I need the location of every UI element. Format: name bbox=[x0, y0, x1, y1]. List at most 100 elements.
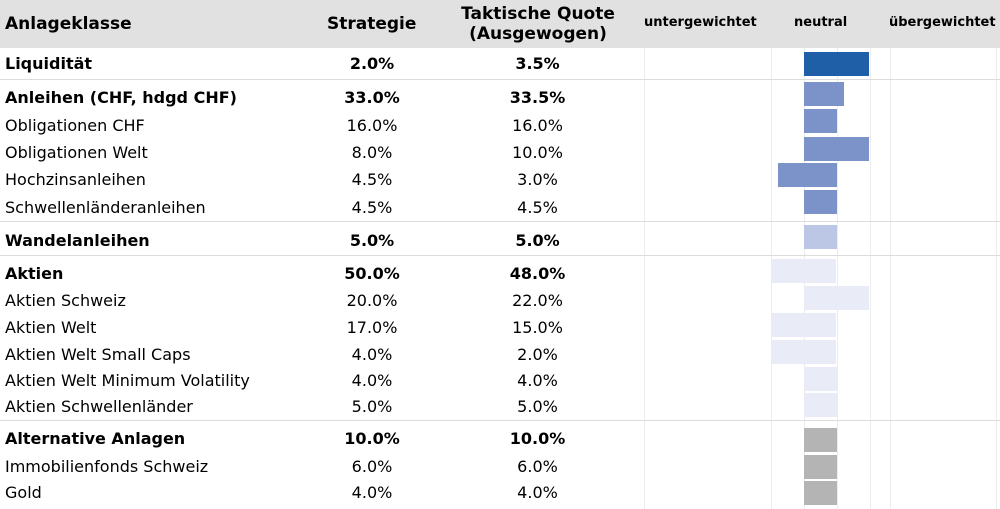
strategy-value: 4.0% bbox=[351, 345, 393, 364]
tilt-bar bbox=[804, 137, 869, 161]
tactical-value: 2.0% bbox=[517, 345, 558, 364]
strategy-value: 33.0% bbox=[344, 88, 400, 107]
strategy-value: 17.0% bbox=[346, 318, 398, 337]
grid-line bbox=[890, 48, 891, 509]
tilt-bar bbox=[771, 313, 836, 337]
column-header-asset-class: Anlageklasse bbox=[5, 14, 132, 34]
column-header-tactical-line1: Taktische Quote bbox=[461, 4, 615, 24]
tilt-bar bbox=[804, 190, 837, 214]
tilt-bar bbox=[778, 163, 837, 187]
asset-class-label: Aktien Welt Minimum Volatility bbox=[5, 371, 250, 390]
table-row: Aktien Welt Small Caps 4.0% 2.0% bbox=[0, 345, 640, 369]
asset-class-label: Immobilienfonds Schweiz bbox=[5, 457, 209, 476]
strategy-value: 16.0% bbox=[346, 116, 398, 135]
tactical-value: 10.0% bbox=[509, 429, 566, 448]
tilt-bar bbox=[804, 225, 837, 249]
strategy-value: 4.0% bbox=[351, 371, 393, 390]
strategy-value: 5.0% bbox=[349, 231, 395, 250]
asset-class-label: Aktien Schweiz bbox=[5, 291, 126, 310]
table-row: Schwellenländeranleihen 4.5% 4.5% bbox=[0, 198, 640, 222]
tilt-bar bbox=[804, 481, 837, 505]
table-row: Aktien Schwellenländer 5.0% 5.0% bbox=[0, 397, 640, 421]
tilt-bar bbox=[804, 82, 844, 106]
asset-class-label: Hochzinsanleihen bbox=[5, 170, 146, 189]
table-row: Aktien Welt 17.0% 15.0% bbox=[0, 318, 640, 342]
strategy-value: 10.0% bbox=[344, 429, 400, 448]
section-separator bbox=[0, 420, 1000, 421]
tilt-bar bbox=[804, 428, 837, 452]
tilt-bar bbox=[771, 259, 836, 283]
asset-class-label: Gold bbox=[5, 483, 42, 502]
tactical-value: 5.0% bbox=[515, 231, 560, 250]
table-header: Anlageklasse Strategie Taktische Quote (… bbox=[0, 0, 1000, 48]
tilt-bar bbox=[804, 367, 837, 391]
tactical-value: 22.0% bbox=[512, 291, 563, 310]
asset-class-label: Anleihen (CHF, hdgd CHF) bbox=[5, 88, 237, 107]
asset-class-label: Alternative Anlagen bbox=[5, 429, 186, 448]
group-row: Liquidität 2.0% 3.5% bbox=[0, 54, 640, 78]
table-row: Obligationen Welt 8.0% 10.0% bbox=[0, 143, 640, 167]
column-header-strategy: Strategie bbox=[327, 14, 417, 34]
group-row: Wandelanleihen 5.0% 5.0% bbox=[0, 231, 640, 255]
tactical-value: 4.5% bbox=[517, 198, 558, 217]
tactical-value: 33.5% bbox=[509, 88, 566, 107]
strategy-value: 4.0% bbox=[351, 483, 393, 502]
strategy-value: 6.0% bbox=[351, 457, 393, 476]
tilt-bar bbox=[804, 393, 837, 417]
group-row: Aktien 50.0% 48.0% bbox=[0, 264, 640, 288]
table-row: Aktien Schweiz 20.0% 22.0% bbox=[0, 291, 640, 315]
strategy-value: 8.0% bbox=[351, 143, 393, 162]
tactical-value: 15.0% bbox=[512, 318, 563, 337]
tactical-value: 5.0% bbox=[517, 397, 558, 416]
tactical-value: 10.0% bbox=[512, 143, 563, 162]
table-row: Immobilienfonds Schweiz 6.0% 6.0% bbox=[0, 457, 640, 481]
strategy-value: 50.0% bbox=[344, 264, 400, 283]
table-row: Aktien Welt Minimum Volatility 4.0% 4.0% bbox=[0, 371, 640, 395]
column-header-underweight: untergewichtet bbox=[644, 15, 757, 30]
table-row: Hochzinsanleihen 4.5% 3.0% bbox=[0, 170, 640, 194]
tactical-value: 6.0% bbox=[517, 457, 558, 476]
group-row: Anleihen (CHF, hdgd CHF) 33.0% 33.5% bbox=[0, 88, 640, 112]
asset-class-label: Aktien Schwellenländer bbox=[5, 397, 193, 416]
grid-line bbox=[644, 48, 645, 509]
grid-line bbox=[837, 48, 838, 509]
tactical-value: 4.0% bbox=[517, 371, 558, 390]
tilt-bar bbox=[804, 286, 869, 310]
asset-class-label: Wandelanleihen bbox=[5, 231, 150, 250]
tilt-bar bbox=[804, 109, 837, 133]
table-row: Gold 4.0% 4.0% bbox=[0, 483, 640, 507]
grid-line bbox=[996, 48, 997, 509]
column-header-neutral: neutral bbox=[794, 15, 848, 30]
strategy-value: 20.0% bbox=[346, 291, 398, 310]
section-separator bbox=[0, 221, 1000, 222]
asset-class-label: Obligationen Welt bbox=[5, 143, 148, 162]
asset-class-label: Schwellenländeranleihen bbox=[5, 198, 206, 217]
asset-class-label: Obligationen CHF bbox=[5, 116, 145, 135]
tactical-value: 48.0% bbox=[509, 264, 566, 283]
column-header-tactical-line2: (Ausgewogen) bbox=[469, 24, 607, 44]
tactical-value: 16.0% bbox=[512, 116, 563, 135]
table-row: Obligationen CHF 16.0% 16.0% bbox=[0, 116, 640, 140]
asset-class-label: Aktien Welt Small Caps bbox=[5, 345, 191, 364]
tilt-bar bbox=[771, 340, 836, 364]
tilt-bar bbox=[804, 455, 837, 479]
asset-class-label: Aktien Welt bbox=[5, 318, 97, 337]
column-header-tactical: Taktische Quote (Ausgewogen) bbox=[438, 4, 638, 44]
section-separator bbox=[0, 255, 1000, 256]
section-separator bbox=[0, 79, 1000, 80]
tilt-bar bbox=[804, 52, 869, 76]
column-header-overweight: übergewichtet bbox=[889, 15, 996, 30]
strategy-value: 4.5% bbox=[351, 170, 393, 189]
asset-class-label: Liquidität bbox=[5, 54, 93, 73]
strategy-value: 2.0% bbox=[349, 54, 395, 73]
tactical-value: 3.5% bbox=[515, 54, 560, 73]
tactical-value: 4.0% bbox=[517, 483, 558, 502]
strategy-value: 4.5% bbox=[351, 198, 393, 217]
grid-line bbox=[870, 48, 871, 509]
tactical-value: 3.0% bbox=[517, 170, 558, 189]
group-row: Alternative Anlagen 10.0% 10.0% bbox=[0, 429, 640, 453]
strategy-value: 5.0% bbox=[351, 397, 393, 416]
asset-class-label: Aktien bbox=[5, 264, 64, 283]
